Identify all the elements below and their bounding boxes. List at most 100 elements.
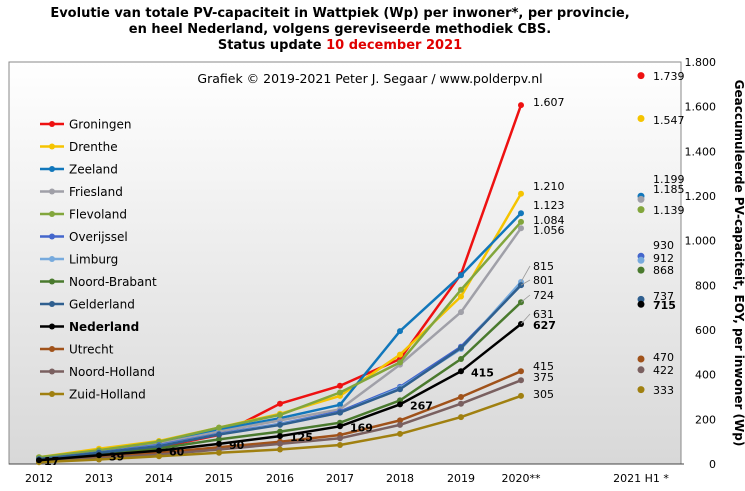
data-point-zuid-holland (277, 446, 283, 453)
data-point-nederland (36, 457, 42, 464)
x-tick-label: 2014 (145, 472, 173, 485)
title-line-1: Evolutie van totale PV-capaciteit in Wat… (50, 6, 630, 21)
legend-label-noord-holland: Noord-Holland (69, 365, 155, 379)
title-line-2: en heel Nederland, volgens gereviseerde … (128, 22, 552, 37)
data-point-drenthe (458, 293, 464, 300)
x-tick-label-h1: 2021 H1 * (613, 472, 669, 485)
leader-line (520, 265, 531, 283)
data-point-noord-holland (397, 421, 403, 428)
h1-label-zeeland: 1.199 (653, 173, 685, 186)
h1-point-groningen (637, 72, 645, 80)
x-tick-label: 2018 (386, 472, 414, 485)
legend-label-zeeland: Zeeland (69, 163, 118, 177)
y-axis-label: Geaccumuleerde PV-capaciteit, EOY, per i… (732, 80, 745, 447)
data-point-nederland (397, 401, 403, 408)
legend-marker-noord-brabant (49, 278, 55, 285)
data-point-drenthe (397, 351, 403, 358)
data-point-friesland (518, 225, 524, 232)
data-point-noord-brabant (458, 356, 464, 362)
data-point-flevoland (397, 359, 403, 366)
legend-label-overijssel: Overijssel (69, 230, 128, 244)
legend-label-utrecht: Utrecht (69, 343, 114, 357)
x-tick-label: 2017 (326, 472, 354, 485)
h1-point-flevoland (637, 206, 645, 214)
h1-point-utrecht (637, 355, 645, 363)
data-point-utrecht (458, 394, 464, 400)
data-point-zuid-holland (518, 392, 524, 399)
data-point-groningen (518, 102, 524, 109)
data-point-zuid-holland (216, 449, 222, 456)
x-tick-label: 2013 (85, 472, 113, 485)
end-label-utrecht: 415 (533, 360, 554, 373)
h1-point-limburg (637, 256, 645, 264)
legend-label-groningen: Groningen (69, 118, 131, 132)
data-point-zuid-holland (337, 442, 343, 448)
data-point-flevoland (337, 389, 343, 396)
h1-label-groningen: 1.739 (653, 70, 685, 83)
end-label-zeeland: 1.123 (533, 199, 565, 212)
end-label-nederland: 627 (533, 319, 556, 332)
end-label-noord-holland: 375 (533, 371, 554, 384)
h1-label-gelderland: 737 (653, 290, 674, 303)
title-status-date: 10 december 2021 (326, 38, 463, 53)
data-point-zuid-holland (96, 456, 102, 463)
h1-label-utrecht: 470 (653, 351, 674, 364)
legend-marker-nederland (49, 323, 55, 330)
h1-point-noord-holland (637, 366, 645, 374)
nl-point-label: 17 (44, 455, 59, 468)
y-tick-label: 0 (709, 458, 716, 471)
data-point-zuid-holland (397, 430, 403, 437)
leader-line (520, 294, 531, 303)
legend-marker-flevoland (49, 211, 55, 217)
h1-point-nederland (637, 300, 645, 308)
end-label-noord-brabant: 724 (533, 289, 554, 302)
end-label-flevoland: 1.084 (533, 214, 565, 227)
data-point-utrecht (518, 368, 524, 375)
nl-point-label: 267 (410, 399, 433, 412)
data-point-nederland (458, 368, 464, 375)
legend-marker-zuid-holland (49, 391, 55, 397)
data-point-gelderland (156, 443, 162, 450)
h1-label-nederland: 715 (653, 299, 676, 312)
chart-title: Evolutie van totale PV-capaciteit in Wat… (0, 6, 680, 54)
end-label-extra: 631 (533, 308, 554, 321)
nl-point-label: 39 (109, 450, 124, 463)
h1-point-zuid-holland (637, 386, 645, 394)
y-tick-label: 1.000 (685, 235, 717, 248)
legend-label-drenthe: Drenthe (69, 140, 118, 154)
data-point-nederland (277, 433, 283, 440)
data-point-zeeland (397, 328, 403, 335)
legend-marker-limburg (49, 256, 55, 262)
y-tick-label: 800 (695, 279, 716, 292)
data-point-noord-holland (337, 435, 343, 442)
legend-marker-noord-holland (49, 368, 55, 375)
data-point-groningen (337, 382, 343, 389)
legend-marker-groningen (49, 121, 55, 127)
data-point-noord-holland (458, 400, 464, 407)
data-point-noord-brabant (216, 436, 222, 443)
nl-point-label: 90 (229, 439, 245, 452)
data-point-gelderland (216, 431, 222, 438)
data-point-nederland (156, 447, 162, 454)
legend-label-zuid-holland: Zuid-Holland (69, 388, 146, 402)
end-label-overijssel: 801 (533, 274, 554, 287)
data-point-flevoland (277, 411, 283, 418)
legend-label-friesland: Friesland (69, 185, 123, 199)
data-point-nederland (216, 440, 222, 447)
h1-label-overijssel: 930 (653, 239, 674, 252)
legend-label-flevoland: Flevoland (69, 208, 127, 222)
y-tick-label: 1.800 (685, 56, 717, 69)
end-label-friesland: 1.056 (533, 224, 565, 237)
x-tick-label: 2015 (205, 472, 233, 485)
data-point-groningen (277, 400, 283, 407)
leader-line (520, 279, 531, 286)
data-point-gelderland (397, 386, 403, 393)
y-tick-label: 400 (695, 369, 716, 382)
data-point-flevoland (518, 218, 524, 225)
x-tick-label: 2012 (25, 472, 53, 485)
title-line-3: Status update 10 december 2021 (0, 38, 680, 54)
h1-label-drenthe: 1.547 (653, 114, 685, 127)
h1-point-gelderland (637, 295, 645, 303)
h1-label-zuid-holland: 333 (653, 384, 674, 397)
